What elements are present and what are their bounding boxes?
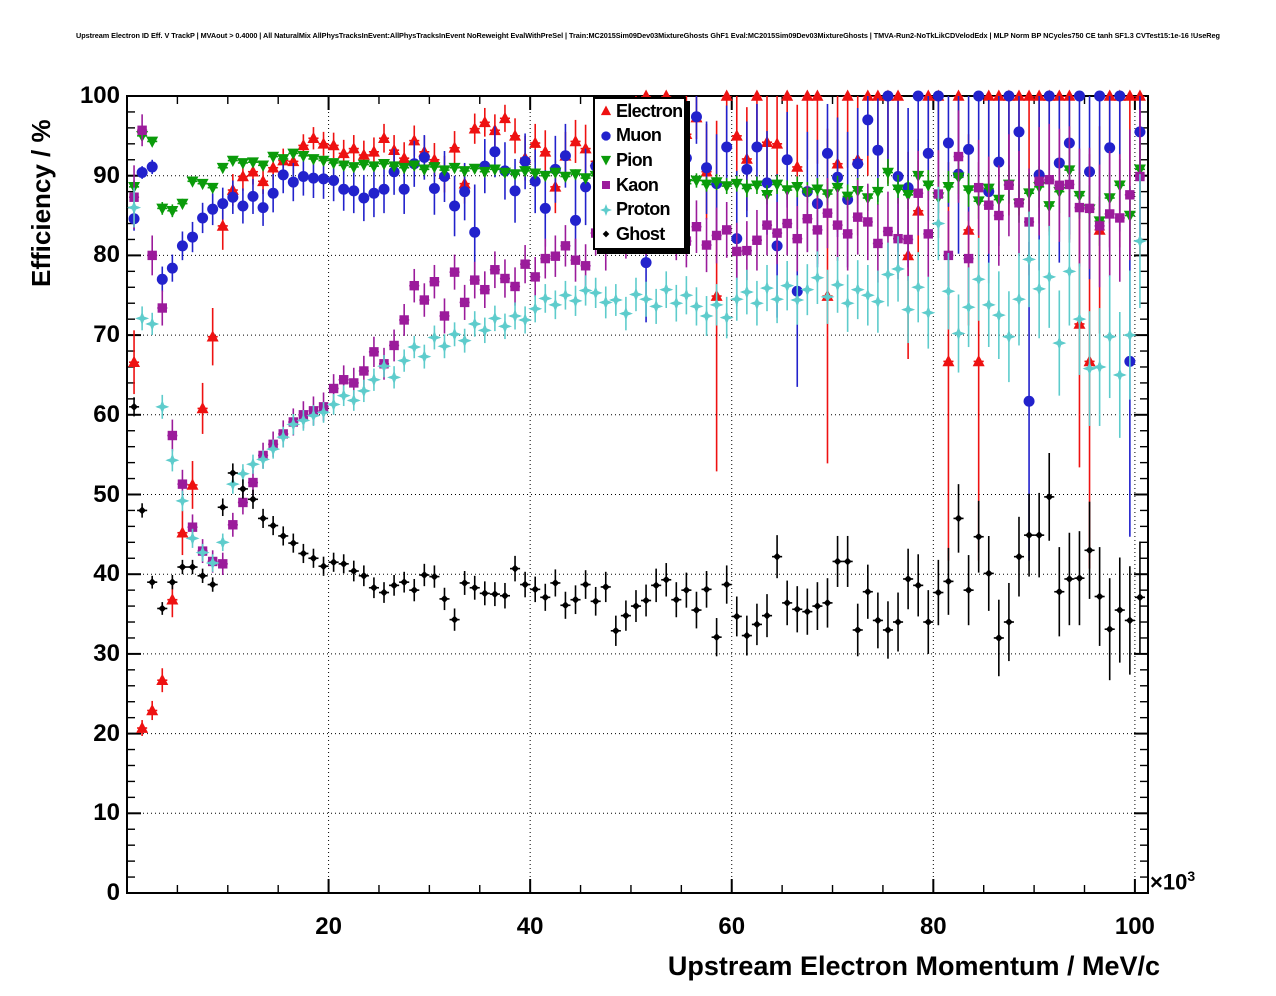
legend-label: Kaon [616, 174, 659, 195]
x-axis-title: Upstream Electron Momentum / MeV/c [667, 951, 1160, 981]
legend-label: Pion [616, 149, 653, 170]
star4-icon [600, 203, 612, 216]
x-axis-exponent: ×103 [1150, 868, 1195, 895]
series-ghost-errors [129, 397, 1145, 681]
legend-label: Muon [616, 125, 662, 146]
y-tick-label-0: 0 [106, 879, 120, 906]
y-tick-label-80: 80 [93, 241, 120, 269]
plot-title: Upstream Electron ID Eff. V TrackP | MVA… [76, 31, 1220, 40]
legend-entry-electron: Electron [595, 99, 684, 124]
legend-label: Ghost [616, 223, 665, 244]
y-tick-label-20: 20 [93, 719, 120, 747]
triangle-up-icon [600, 105, 612, 116]
y-tick-label-70: 70 [93, 321, 120, 349]
square-icon [602, 181, 610, 190]
legend-label: Electron [616, 100, 683, 121]
legend-entry-proton: Proton [595, 197, 684, 222]
y-tick-label-30: 30 [93, 639, 120, 667]
gridlines [127, 96, 1148, 893]
x-axis-exponent-base: ×10 [1150, 869, 1188, 895]
y-tick-label-100: 100 [79, 82, 120, 109]
circle-icon [601, 131, 611, 141]
diamond-icon [602, 230, 610, 238]
y-tick-label-50: 50 [93, 480, 120, 508]
legend-entry-pion: Pion [595, 148, 684, 173]
y-tick-label-60: 60 [93, 400, 120, 428]
x-tick-label-60: 60 [718, 913, 746, 940]
y-tick-label-10: 10 [93, 799, 120, 827]
x-tick-label-100: 100 [1114, 913, 1155, 940]
legend-label: Proton [616, 199, 670, 220]
legend-entry-muon: Muon [595, 124, 684, 149]
legend-box: Electron Muon Pion Kaon Proton Ghost [593, 97, 686, 250]
y-tick-label-90: 90 [93, 161, 120, 189]
series-proton-markers [127, 200, 1147, 571]
series-ghost-markers [130, 402, 1144, 642]
legend-entry-ghost: Ghost [595, 222, 684, 247]
y-tick-label-40: 40 [93, 560, 120, 588]
x-axis-exponent-power: 3 [1187, 868, 1196, 884]
x-tick-label-40: 40 [516, 913, 544, 940]
axis-ticks [127, 96, 1148, 893]
x-tick-label-80: 80 [919, 913, 947, 940]
legend-entry-kaon: Kaon [595, 173, 684, 198]
x-tick-label-20: 20 [315, 913, 342, 940]
triangle-down-icon [600, 156, 612, 167]
